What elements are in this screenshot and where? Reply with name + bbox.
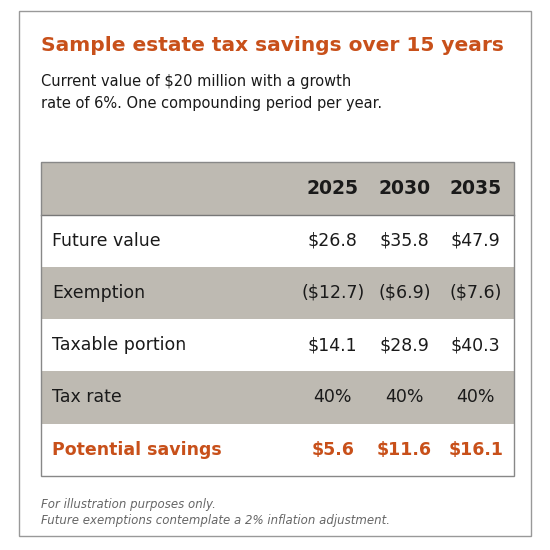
Text: Sample estate tax savings over 15 years: Sample estate tax savings over 15 years	[41, 36, 504, 55]
Text: 40%: 40%	[314, 388, 352, 406]
Text: 40%: 40%	[456, 388, 495, 406]
Text: 2025: 2025	[307, 179, 359, 198]
Text: $47.9: $47.9	[451, 232, 501, 250]
Text: $11.6: $11.6	[377, 441, 432, 459]
Text: For illustration purposes only.: For illustration purposes only.	[41, 498, 216, 511]
Text: $16.1: $16.1	[448, 441, 503, 459]
Text: Tax rate: Tax rate	[52, 388, 122, 406]
Text: $5.6: $5.6	[311, 441, 354, 459]
Text: Exemption: Exemption	[52, 284, 145, 302]
Text: Future exemptions contemplate a 2% inflation adjustment.: Future exemptions contemplate a 2% infla…	[41, 514, 390, 527]
Text: 2035: 2035	[450, 179, 502, 198]
Text: Future value: Future value	[52, 232, 161, 250]
Text: ($7.6): ($7.6)	[449, 284, 502, 302]
Text: ($12.7): ($12.7)	[301, 284, 364, 302]
Text: $35.8: $35.8	[379, 232, 429, 250]
Text: ($6.9): ($6.9)	[378, 284, 431, 302]
Text: 2030: 2030	[378, 179, 430, 198]
Text: Taxable portion: Taxable portion	[52, 336, 186, 354]
Text: 40%: 40%	[385, 388, 424, 406]
Text: Current value of $20 million with a growth
rate of 6%. One compounding period pe: Current value of $20 million with a grow…	[41, 74, 382, 111]
Text: $28.9: $28.9	[379, 336, 429, 354]
Text: $14.1: $14.1	[308, 336, 358, 354]
Text: $26.8: $26.8	[308, 232, 358, 250]
Text: Potential savings: Potential savings	[52, 441, 222, 459]
Text: $40.3: $40.3	[451, 336, 501, 354]
